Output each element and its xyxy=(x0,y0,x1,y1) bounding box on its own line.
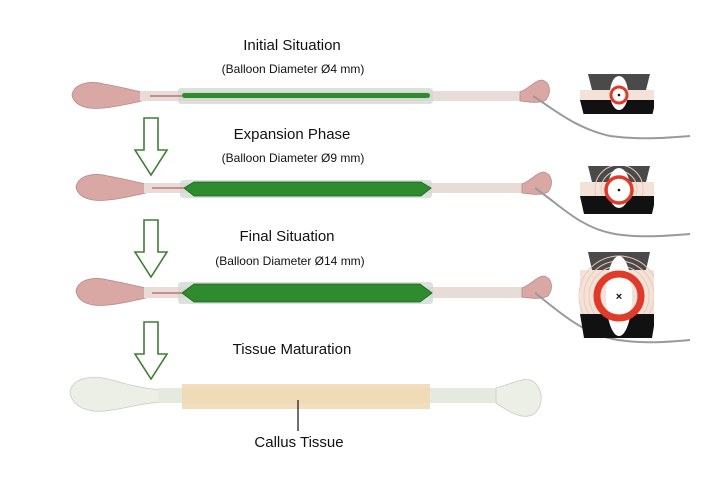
inset-ring-expansion xyxy=(604,175,634,205)
inset-ring-final xyxy=(593,270,645,322)
balloon-expansion xyxy=(183,181,432,197)
down-arrow-icon xyxy=(133,117,169,177)
phase-subtitle-initial: (Balloon Diameter Ø4 mm) xyxy=(221,62,365,76)
phase-subtitle-final: (Balloon Diameter Ø14 mm) xyxy=(215,254,365,268)
down-arrow-icon xyxy=(133,219,169,279)
phase-subtitle-expansion: (Balloon Diameter Ø9 mm) xyxy=(221,151,365,165)
balloon-final xyxy=(181,283,433,303)
bone-matured xyxy=(69,376,542,417)
callus-tissue-region xyxy=(182,384,430,409)
cross-section-icon: × xyxy=(578,252,654,338)
cross-section-icon xyxy=(580,74,654,114)
balloon-initial xyxy=(182,93,430,98)
callus-tissue-label: Callus Tissue xyxy=(254,434,344,451)
bone-final xyxy=(75,275,552,306)
bone-expansion xyxy=(75,171,552,201)
bone-initial xyxy=(71,79,550,109)
down-arrow-icon xyxy=(133,321,169,381)
phase-title-initial: Initial Situation xyxy=(243,37,341,54)
phase-title-expansion: Expansion Phase xyxy=(233,126,351,143)
phase-title-final: Final Situation xyxy=(239,228,335,245)
catheter-line-expansion xyxy=(534,187,691,238)
catheter-line-final xyxy=(534,292,691,344)
cross-section-icon xyxy=(580,166,654,214)
svg-text:×: × xyxy=(616,291,622,303)
catheter-line-initial xyxy=(532,95,691,140)
phase-title-maturation: Tissue Maturation xyxy=(232,341,352,358)
inset-ring-initial xyxy=(609,85,629,105)
